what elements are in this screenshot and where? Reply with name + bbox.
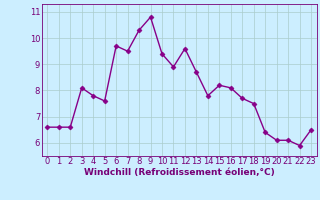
X-axis label: Windchill (Refroidissement éolien,°C): Windchill (Refroidissement éolien,°C) [84, 168, 275, 177]
